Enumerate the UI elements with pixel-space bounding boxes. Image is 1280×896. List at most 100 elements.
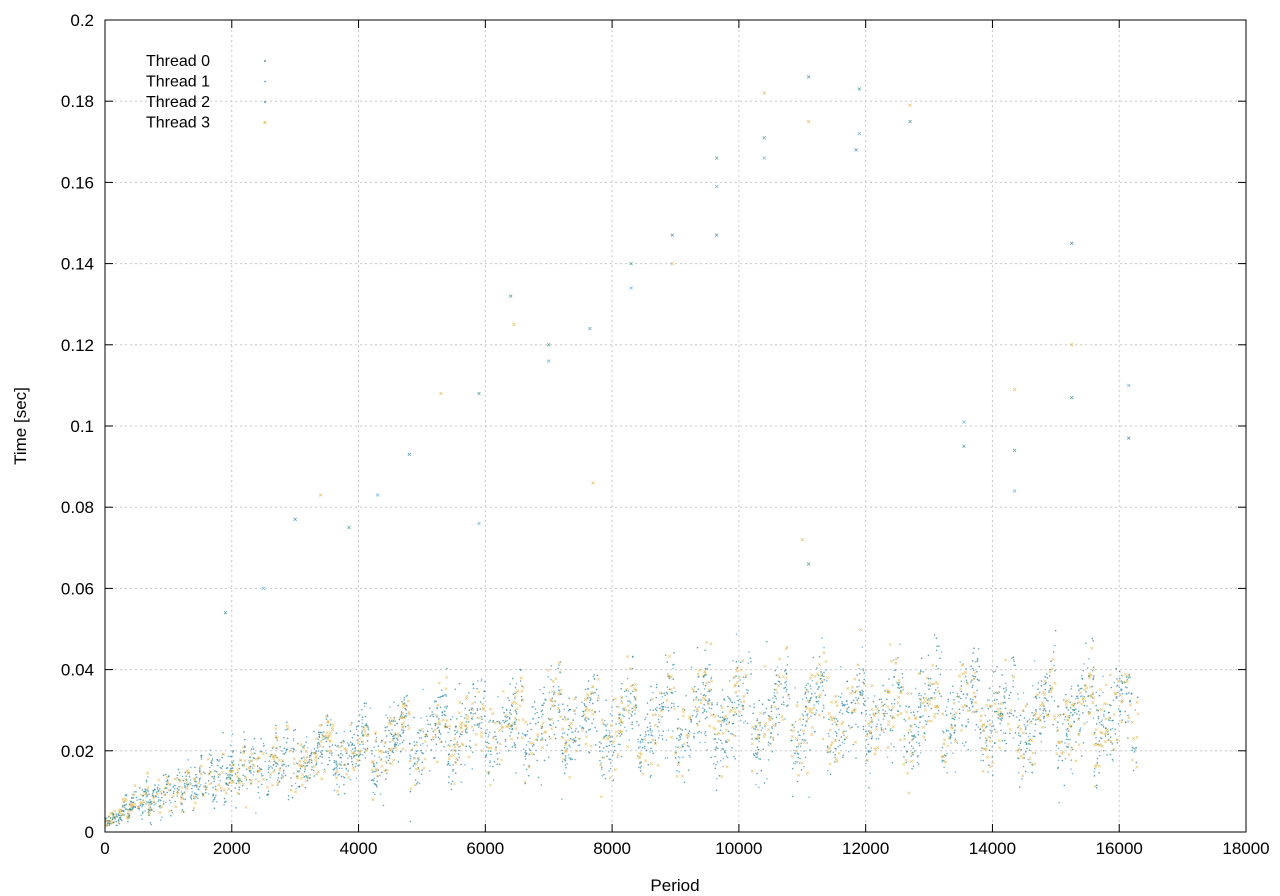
data-point [840, 722, 844, 726]
data-point [961, 742, 964, 745]
data-point [760, 729, 763, 731]
data-point [952, 701, 956, 705]
data-point [940, 651, 943, 653]
data-point [540, 716, 543, 718]
data-point [1024, 741, 1027, 743]
data-point [846, 680, 848, 683]
data-point [629, 692, 632, 695]
data-point [720, 774, 724, 778]
data-point [732, 706, 737, 710]
data-point [883, 731, 885, 734]
data-point [720, 739, 722, 742]
data-point [404, 715, 407, 717]
data-point [361, 754, 363, 756]
data-point [1112, 760, 1114, 762]
data-point [494, 735, 497, 738]
data-point [189, 766, 192, 769]
data-point [584, 742, 588, 746]
data-point [1124, 710, 1127, 713]
outlier-point [546, 359, 551, 363]
data-point [599, 795, 603, 799]
data-point [520, 695, 523, 698]
data-point [767, 759, 770, 761]
data-point [975, 708, 979, 712]
data-point [253, 771, 255, 773]
data-point [929, 677, 932, 680]
data-point [1040, 680, 1043, 682]
data-point [1078, 689, 1080, 692]
data-point [445, 719, 449, 723]
data-point [776, 666, 779, 668]
data-point [220, 770, 224, 775]
data-point [401, 700, 403, 703]
data-point [541, 709, 544, 712]
data-point [180, 791, 183, 793]
data-point [371, 798, 375, 802]
data-point [435, 713, 439, 717]
data-point [399, 750, 402, 753]
data-point [963, 744, 966, 747]
data-point [112, 821, 115, 824]
data-point [1006, 712, 1009, 715]
outlier-point [908, 119, 912, 124]
data-point [458, 749, 460, 752]
data-point [118, 809, 122, 813]
data-point [145, 800, 148, 803]
data-point [312, 765, 316, 769]
data-point [956, 742, 959, 744]
data-point [394, 745, 396, 748]
data-point [759, 725, 761, 727]
data-point [1116, 742, 1119, 744]
data-point [157, 784, 160, 786]
data-point [1037, 688, 1039, 690]
data-point [356, 739, 359, 741]
data-point [958, 717, 960, 720]
data-point [142, 811, 144, 813]
data-point [975, 723, 978, 726]
data-point [793, 749, 795, 752]
data-point [197, 788, 199, 790]
data-point [132, 801, 135, 804]
data-point [815, 709, 818, 712]
data-point [268, 760, 271, 762]
data-point [859, 628, 863, 632]
data-point [153, 804, 156, 806]
data-point [950, 742, 952, 744]
data-point [458, 682, 461, 685]
data-point [209, 766, 211, 769]
data-point [726, 705, 729, 708]
data-point [445, 695, 448, 697]
data-point [863, 704, 866, 706]
data-point [708, 699, 711, 702]
data-point [492, 779, 495, 782]
data-point [121, 797, 125, 801]
data-point [472, 713, 475, 715]
data-point [549, 708, 552, 710]
outlier-point [1012, 387, 1017, 392]
data-point [704, 684, 707, 687]
data-point [633, 682, 637, 687]
data-point [354, 750, 356, 752]
data-point [496, 752, 498, 755]
data-point [626, 655, 630, 659]
data-point [708, 664, 710, 666]
data-point [243, 750, 245, 752]
data-point [740, 714, 743, 717]
data-point [989, 736, 992, 739]
data-point [529, 722, 531, 725]
data-point [192, 795, 196, 799]
data-point [1082, 722, 1086, 726]
data-point [327, 749, 331, 753]
data-point [899, 711, 903, 715]
data-point [702, 707, 704, 709]
data-point [249, 765, 252, 768]
data-point [536, 711, 539, 714]
data-point [1049, 684, 1051, 687]
data-point [1035, 709, 1037, 711]
data-point [524, 758, 527, 760]
data-point [375, 762, 378, 764]
data-point [606, 755, 608, 757]
data-point [804, 693, 806, 695]
data-point [1028, 721, 1032, 725]
data-point [788, 697, 791, 700]
